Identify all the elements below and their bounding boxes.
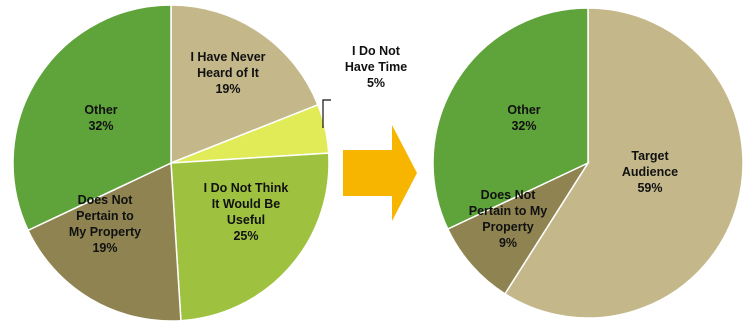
pie1-label-i-have-never-heard-of-it: I Have Never Heard of It 19%	[190, 50, 265, 96]
pie1-callout-line-i-do-not-have-time	[322, 99, 331, 128]
pie2-label-target-audience: Target Audience 59%	[622, 149, 678, 195]
pie1-label-i-do-not-have-time: I Do Not Have Time 5%	[345, 44, 407, 90]
pie-chart-2: Target Audience 59% Does Not Pertain to My Pr…	[432, 7, 744, 319]
pie1-slice-i-have-never-heard-of-it	[170, 4, 319, 165]
pie2-slice-target-audience	[503, 7, 744, 319]
pie1-label-does-not-pertain-to-my-property: Does Not Pertain to My Property 19%	[69, 193, 141, 255]
pie2-slice-other	[432, 7, 589, 230]
pie1-slice-other	[12, 4, 172, 232]
pie2-label-does-not-pertain-to-my-property: Does Not Pertain to My Property 9%	[469, 188, 548, 250]
pie1-label-i-do-not-think-it-would-be-useful: I Do Not Think It Would Be Useful 25%	[204, 181, 289, 243]
pie1-slice-i-do-not-think-it-would-be-useful	[170, 152, 330, 322]
arrow-right-icon	[343, 125, 417, 221]
pie-chart-1: I Have Never Heard of It 19% I Do Not Have T…	[12, 4, 407, 322]
pie1-slice-does-not-pertain-to-my-property	[27, 161, 182, 322]
pie2-label-other: Other 32%	[507, 103, 540, 133]
pie2-slice-does-not-pertain-to-my-property	[446, 161, 591, 295]
pie1-label-other: Other 32%	[84, 103, 117, 133]
